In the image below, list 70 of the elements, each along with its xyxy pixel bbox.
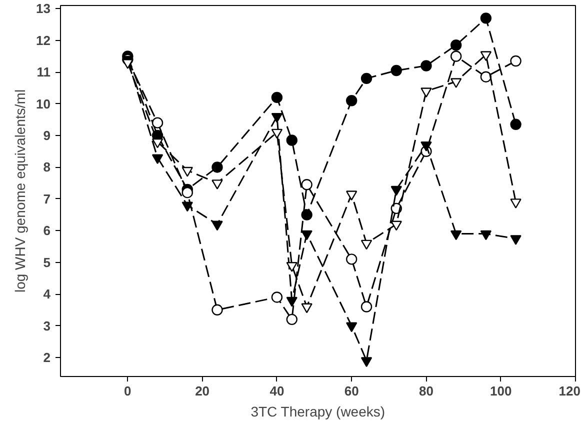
point [360, 72, 372, 84]
point [510, 55, 522, 67]
point [152, 154, 164, 164]
point [480, 51, 492, 62]
x-tick-label: 0 [124, 384, 132, 398]
point [182, 186, 193, 198]
y-tick-label: 4 [43, 286, 52, 302]
point [122, 59, 134, 69]
point [360, 301, 372, 312]
x-tick-label: 20 [195, 384, 210, 398]
point [346, 322, 358, 332]
point [420, 142, 432, 152]
point [480, 12, 492, 24]
point [450, 40, 462, 51]
y-tick-label: 10 [36, 96, 51, 112]
point [420, 88, 432, 98]
point [346, 190, 358, 201]
point [420, 60, 432, 72]
y-tick-label: 3 [43, 318, 51, 334]
point [390, 64, 402, 76]
point [152, 138, 164, 148]
point [152, 117, 164, 128]
point [212, 220, 223, 231]
point [286, 296, 298, 307]
point [301, 230, 312, 240]
point [450, 50, 462, 62]
point [346, 95, 358, 106]
y-tick-label: 7 [43, 191, 51, 206]
x-axis-title: 3TC Therapy (weeks) [250, 404, 386, 420]
point [450, 78, 462, 88]
x-tick-label: 40 [270, 384, 284, 398]
x-tick-label: 100 [490, 384, 512, 398]
point [212, 162, 223, 173]
y-tick-label: 8 [43, 160, 51, 175]
point [271, 128, 283, 139]
y-tick-label: 13 [36, 1, 51, 16]
point [271, 92, 283, 104]
point [510, 198, 522, 208]
y-tick-label: 6 [43, 223, 51, 238]
point [346, 254, 358, 265]
point [301, 209, 312, 220]
point [286, 134, 298, 146]
point [480, 230, 492, 240]
point [510, 118, 522, 130]
y-axis-title: log WHV genome equivalents/ml [12, 89, 28, 293]
point [212, 304, 223, 316]
y-tick-label: 11 [36, 64, 51, 80]
x-tick-label: 60 [344, 384, 359, 398]
y-tick-label: 2 [43, 350, 51, 365]
x-tick-label: 80 [418, 384, 434, 398]
point [390, 186, 402, 196]
point [360, 357, 372, 368]
point [301, 179, 312, 190]
point [301, 303, 312, 314]
point [510, 235, 522, 245]
y-tick-label: 12 [36, 32, 51, 48]
point [390, 220, 402, 231]
point [182, 202, 193, 212]
point [450, 230, 462, 240]
point [271, 292, 283, 303]
point [182, 166, 193, 177]
point [271, 112, 283, 123]
point [212, 180, 223, 190]
point [286, 262, 298, 272]
y-tick-label: 9 [43, 128, 51, 144]
y-tick-label: 5 [43, 254, 51, 270]
point [360, 240, 372, 250]
point [480, 71, 492, 82]
point [286, 314, 298, 326]
x-tick-label: 120 [558, 384, 581, 398]
